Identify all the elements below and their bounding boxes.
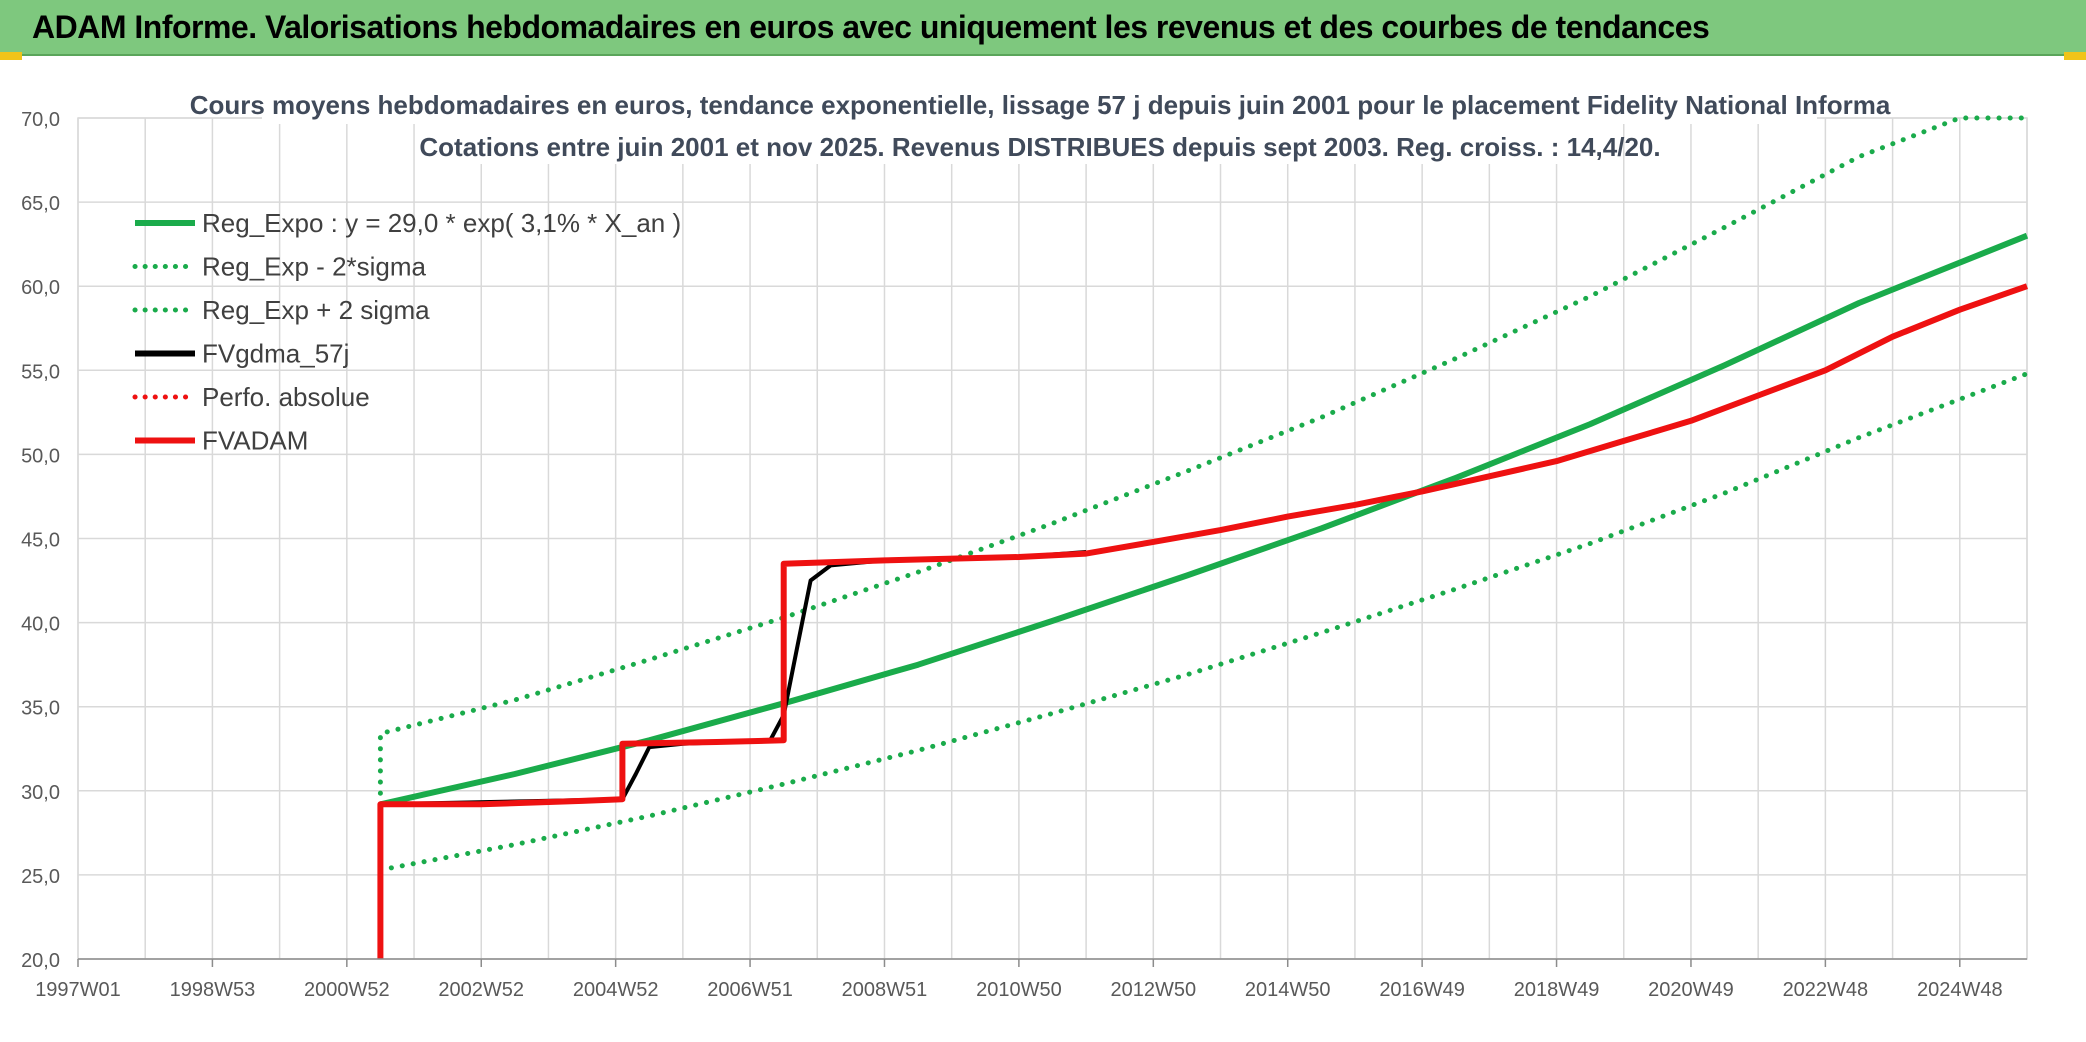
series-line-3: [378, 550, 1087, 959]
x-tick-label: 2000W52: [304, 979, 390, 1001]
legend-label-5: FVADAM: [202, 426, 308, 456]
y-tick-label: 40,0: [21, 614, 60, 636]
legend-label-3: FVgdma_57j: [202, 339, 349, 369]
y-tick-label: 45,0: [21, 530, 60, 552]
chart-area: 20,0 25,0 30,0 35,0 40,0 45,0 50,0 55,0 60,0 65,0…: [0, 60, 2086, 1037]
title-layer: Cours moyens hebdomadaires en euros, ten…: [190, 82, 1891, 164]
x-tick-label: 2018W49: [1514, 979, 1600, 1001]
y-tick-label: 20,0: [21, 950, 60, 972]
subtitle-backdrop: [472, 124, 1607, 164]
grid-layer: [77, 117, 2028, 960]
x-tick-label: 2020W49: [1648, 979, 1734, 1001]
x-tick-label: 2010W50: [976, 979, 1062, 1001]
y-tick-label: 35,0: [21, 698, 60, 720]
y-tick-label: 60,0: [21, 277, 60, 299]
legend: Reg_Expo : y = 29,0 * exp( 3,1% * X_an )…: [132, 208, 681, 456]
chart-svg: 20,0 25,0 30,0 35,0 40,0 45,0 50,0 55,0 60,0 65,0…: [21, 82, 2030, 1001]
title-backdrop: [262, 82, 1817, 124]
x-tick-label: 2008W51: [842, 979, 928, 1001]
y-tick-label: 50,0: [21, 445, 60, 467]
x-tick-label: 2006W51: [707, 979, 793, 1001]
x-tick-label: 1998W53: [170, 979, 256, 1001]
report-title: ADAM Informe. Valorisations hebdomadaire…: [32, 9, 1710, 45]
chart-subtitle: Cotations entre juin 2001 et nov 2025. R…: [419, 132, 1660, 162]
x-tick-label: 2002W52: [438, 979, 524, 1001]
axis-layer: 20,0 25,0 30,0 35,0 40,0 45,0 50,0 55,0 60,0 65,0…: [21, 109, 2027, 1001]
series-line-0: [379, 232, 2029, 808]
series-layer: [377, 115, 2030, 959]
chart-title: Cours moyens hebdomadaires en euros, ten…: [190, 90, 1891, 120]
series-line-2: [377, 115, 2030, 807]
legend-label-4: Perfo. absolue: [202, 382, 370, 412]
legend-label-0: Reg_Expo : y = 29,0 * exp( 3,1% * X_an ): [202, 208, 681, 238]
report-banner: ADAM Informe. Valorisations hebdomadaire…: [0, 0, 2086, 56]
x-tick-label: 2022W48: [1783, 979, 1869, 1001]
y-tick-label: 55,0: [21, 361, 60, 383]
legend-label-2: Reg_Exp + 2 sigma: [202, 295, 430, 325]
x-tick-label: 2004W52: [573, 979, 659, 1001]
y-tick-label: 25,0: [21, 866, 60, 888]
x-tick-label: 1997W01: [35, 979, 121, 1001]
corner-marker-left: [0, 52, 22, 60]
y-tick-label: 30,0: [21, 782, 60, 804]
x-tick-label: 2014W50: [1245, 979, 1331, 1001]
x-tick-label: 2024W48: [1917, 979, 2003, 1001]
y-tick-label: 70,0: [21, 109, 60, 131]
x-tick-label: 2016W49: [1379, 979, 1465, 1001]
y-tick-label: 65,0: [21, 193, 60, 215]
legend-label-1: Reg_Exp - 2*sigma: [202, 252, 427, 282]
x-tick-label: 2012W50: [1110, 979, 1196, 1001]
series-line-1: [377, 371, 2030, 873]
series-line-5: [377, 283, 2028, 959]
corner-marker-right: [2064, 52, 2086, 60]
